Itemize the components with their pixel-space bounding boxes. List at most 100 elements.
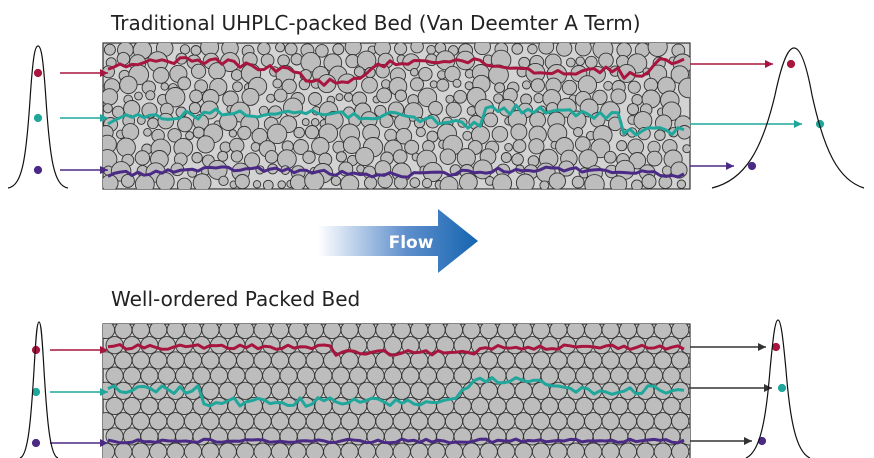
particle	[288, 442, 307, 458]
particle	[514, 381, 533, 400]
particle	[584, 174, 605, 189]
red-outlet-dot-bottom	[771, 342, 781, 352]
particle	[421, 177, 433, 189]
particle	[103, 442, 116, 458]
particle	[556, 43, 573, 57]
particle	[122, 366, 142, 385]
particle	[201, 351, 220, 370]
particle	[616, 140, 628, 152]
particle	[289, 174, 307, 189]
particle	[571, 175, 585, 189]
particle	[445, 101, 462, 118]
particle	[176, 177, 192, 189]
particle	[302, 150, 316, 164]
particle	[157, 336, 176, 355]
particle	[315, 44, 329, 58]
particle	[253, 351, 272, 370]
purple-path-top	[107, 165, 685, 179]
particle	[479, 351, 498, 370]
purple-inlet-dot-bottom	[31, 438, 41, 448]
particle	[131, 442, 150, 458]
particle	[152, 67, 170, 84]
particle	[241, 87, 260, 106]
particle	[281, 78, 297, 95]
particle	[415, 127, 426, 138]
particle	[636, 351, 655, 370]
teal-inlet-arrow-bottom-head	[100, 388, 108, 396]
particle	[527, 43, 538, 55]
particle	[332, 43, 345, 56]
bottom-outlet-peak	[745, 319, 811, 458]
particle	[293, 126, 305, 139]
particle	[462, 442, 481, 458]
particle	[565, 57, 576, 68]
particle	[288, 381, 307, 400]
particle	[636, 442, 655, 458]
particle	[253, 381, 272, 400]
purple-inlet-arrow-bottom-head	[100, 439, 108, 447]
particle	[237, 125, 252, 140]
red-inlet-dot-top	[33, 68, 43, 78]
particle	[383, 366, 403, 385]
particle	[232, 81, 243, 93]
particle	[510, 123, 528, 141]
particle	[266, 93, 276, 103]
particle	[236, 381, 255, 400]
particle	[528, 138, 545, 155]
particle	[394, 43, 408, 56]
particle	[340, 442, 359, 458]
particle	[392, 442, 411, 458]
particle	[505, 336, 524, 355]
particle	[155, 172, 175, 189]
particle	[266, 123, 288, 145]
particle	[357, 442, 377, 458]
purple-outlet-arrow-bottom-head	[744, 437, 752, 445]
particle	[578, 149, 598, 169]
particle	[497, 442, 516, 458]
particle	[201, 442, 220, 458]
particle	[340, 381, 359, 400]
ordered-packed-bed	[102, 323, 691, 458]
particle	[662, 366, 681, 385]
particle	[641, 174, 657, 189]
particle	[511, 153, 524, 166]
particle	[631, 179, 643, 189]
teal-outlet-arrow-top-head	[794, 120, 802, 128]
particle	[679, 427, 690, 446]
top-analyte-paths	[33, 56, 825, 179]
flow-label: Flow	[389, 233, 434, 253]
particle	[566, 442, 585, 458]
particle	[491, 125, 509, 143]
particle	[671, 412, 690, 431]
particle	[392, 381, 411, 400]
particle	[418, 366, 437, 385]
particle	[584, 412, 603, 431]
particle	[191, 152, 203, 164]
particle	[314, 366, 333, 385]
particle	[557, 427, 577, 446]
particle	[375, 64, 390, 79]
particle	[323, 412, 342, 431]
particle	[410, 43, 424, 54]
purple-inlet-dot-top	[33, 165, 43, 175]
particle	[592, 427, 611, 446]
particle	[140, 396, 159, 416]
particle	[610, 396, 629, 416]
particle	[236, 412, 255, 431]
flow-arrow-shape	[318, 209, 478, 273]
particle	[353, 66, 365, 78]
particle	[264, 150, 279, 164]
particle	[279, 366, 298, 385]
particle	[436, 78, 450, 92]
particle	[342, 136, 361, 154]
particle	[375, 442, 394, 458]
red-path-bottom	[107, 343, 685, 357]
particle	[116, 137, 136, 158]
particle	[515, 173, 535, 189]
particle	[497, 381, 516, 400]
particle	[188, 102, 201, 115]
particle	[418, 66, 433, 82]
particle	[401, 366, 420, 385]
particle	[252, 180, 262, 189]
particle	[610, 88, 627, 105]
